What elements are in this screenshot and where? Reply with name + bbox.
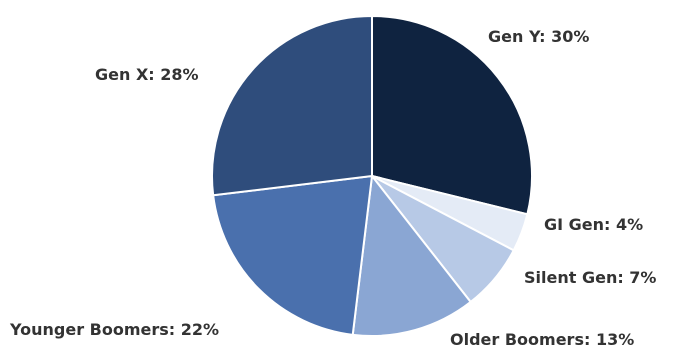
label-gen-y: Gen Y: 30%: [488, 27, 589, 46]
label-gi-gen: GI Gen: 4%: [544, 215, 643, 234]
pie-labels: Gen Y: 30% GI Gen: 4% Silent Gen: 7% Old…: [9, 27, 656, 349]
label-gen-x: Gen X: 28%: [95, 65, 199, 84]
label-silent-gen: Silent Gen: 7%: [524, 268, 656, 287]
slice-gen-y: [371, 14, 533, 216]
label-older-boomers: Older Boomers: 13%: [450, 330, 634, 349]
slice-gen-x: [211, 14, 373, 197]
label-younger-boomers: Younger Boomers: 22%: [9, 320, 219, 339]
slice-younger-boomers: [212, 174, 374, 336]
pie-slices: [211, 14, 533, 337]
slice-older-boomers: [351, 173, 473, 337]
